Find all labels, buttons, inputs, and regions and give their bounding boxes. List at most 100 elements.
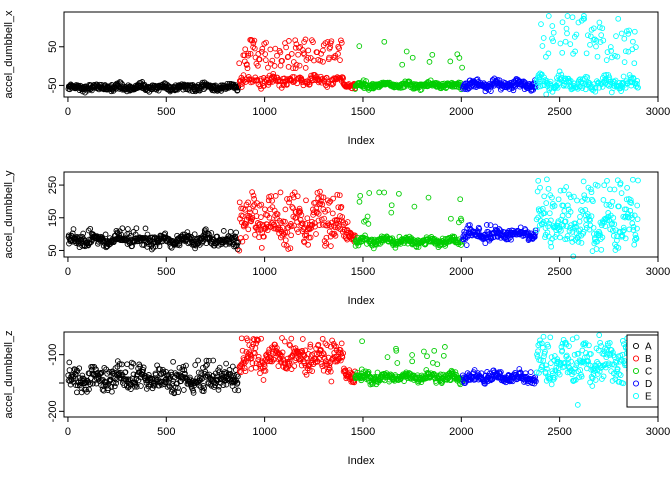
- point-E: [608, 48, 614, 54]
- point-C: [384, 354, 391, 360]
- point-E: [626, 27, 632, 34]
- point-D: [474, 76, 481, 83]
- point-B: [296, 62, 303, 69]
- point-C: [459, 64, 465, 71]
- point-A: [227, 228, 234, 235]
- point-E: [547, 78, 554, 85]
- point-A: [192, 245, 198, 252]
- point-C: [388, 202, 395, 209]
- x-tick-label: 0: [65, 426, 71, 438]
- point-B: [236, 60, 243, 67]
- point-B: [267, 46, 274, 53]
- point-B: [262, 206, 268, 213]
- point-B: [328, 38, 335, 45]
- point-E: [597, 39, 604, 45]
- point-E: [534, 84, 541, 90]
- point-E: [618, 190, 625, 196]
- point-E: [587, 41, 593, 48]
- point-E: [557, 40, 564, 47]
- point-B: [293, 61, 300, 68]
- point-B: [299, 336, 306, 342]
- x-tick-label: 3000: [646, 266, 670, 278]
- point-B: [337, 57, 343, 63]
- point-A: [156, 243, 163, 250]
- point-E: [574, 197, 580, 204]
- point-E: [599, 84, 606, 90]
- point-C: [457, 196, 464, 203]
- point-E: [558, 71, 565, 78]
- point-E: [603, 57, 610, 63]
- point-E: [565, 212, 572, 219]
- point-E: [569, 14, 576, 21]
- point-B: [277, 189, 284, 196]
- point-B: [292, 65, 299, 72]
- point-E: [581, 13, 587, 19]
- legend-label-A: A: [645, 342, 652, 353]
- point-B: [320, 58, 326, 65]
- point-B: [281, 81, 287, 88]
- x-axis-label: Index: [348, 295, 375, 307]
- point-B: [270, 70, 277, 77]
- point-E: [633, 44, 639, 50]
- point-E: [634, 202, 641, 209]
- point-B: [247, 50, 254, 57]
- point-B: [338, 40, 345, 46]
- point-A: [87, 225, 94, 232]
- point-E: [548, 360, 554, 366]
- point-E: [625, 30, 632, 37]
- point-E: [631, 60, 638, 67]
- point-B: [236, 247, 243, 254]
- point-B: [305, 241, 311, 248]
- point-E: [562, 38, 569, 45]
- point-E: [543, 200, 550, 206]
- point-A: [233, 229, 239, 236]
- point-E: [567, 77, 574, 84]
- point-C: [376, 189, 383, 196]
- point-C: [403, 48, 410, 55]
- y-tick-label: -100: [47, 344, 59, 366]
- point-E: [604, 177, 610, 184]
- point-E: [543, 53, 549, 60]
- point-E: [614, 53, 621, 60]
- point-A: [199, 239, 205, 246]
- x-tick-label: 500: [157, 266, 175, 278]
- point-E: [570, 253, 577, 260]
- point-B: [315, 217, 322, 224]
- point-E: [540, 35, 547, 41]
- point-E: [588, 189, 595, 196]
- point-C: [434, 361, 441, 368]
- point-C: [388, 209, 395, 216]
- point-C: [366, 190, 373, 196]
- point-E: [540, 333, 547, 340]
- point-B: [290, 65, 296, 72]
- point-A: [192, 362, 199, 368]
- point-B: [259, 45, 266, 52]
- point-E: [563, 25, 570, 32]
- point-E: [634, 77, 640, 84]
- point-B: [255, 62, 261, 69]
- point-B: [251, 37, 258, 44]
- point-B: [269, 57, 276, 64]
- point-B: [285, 53, 292, 60]
- point-E: [573, 31, 580, 38]
- point-E: [543, 91, 550, 98]
- point-B: [258, 244, 265, 251]
- point-B: [249, 37, 255, 44]
- legend-box: [626, 334, 659, 408]
- point-B: [252, 208, 259, 215]
- x-tick-label: 1000: [252, 106, 276, 118]
- point-E: [545, 13, 552, 19]
- point-A: [70, 226, 77, 232]
- point-B: [288, 232, 294, 239]
- x-tick-label: 2000: [449, 106, 473, 118]
- point-B: [241, 52, 248, 59]
- point-E: [574, 402, 581, 408]
- point-E: [617, 372, 624, 378]
- y-tick-label: -50: [47, 77, 59, 93]
- point-E: [593, 43, 599, 50]
- point-C: [381, 189, 388, 196]
- point-B: [329, 210, 336, 217]
- point-B: [277, 62, 284, 69]
- point-B: [291, 363, 298, 369]
